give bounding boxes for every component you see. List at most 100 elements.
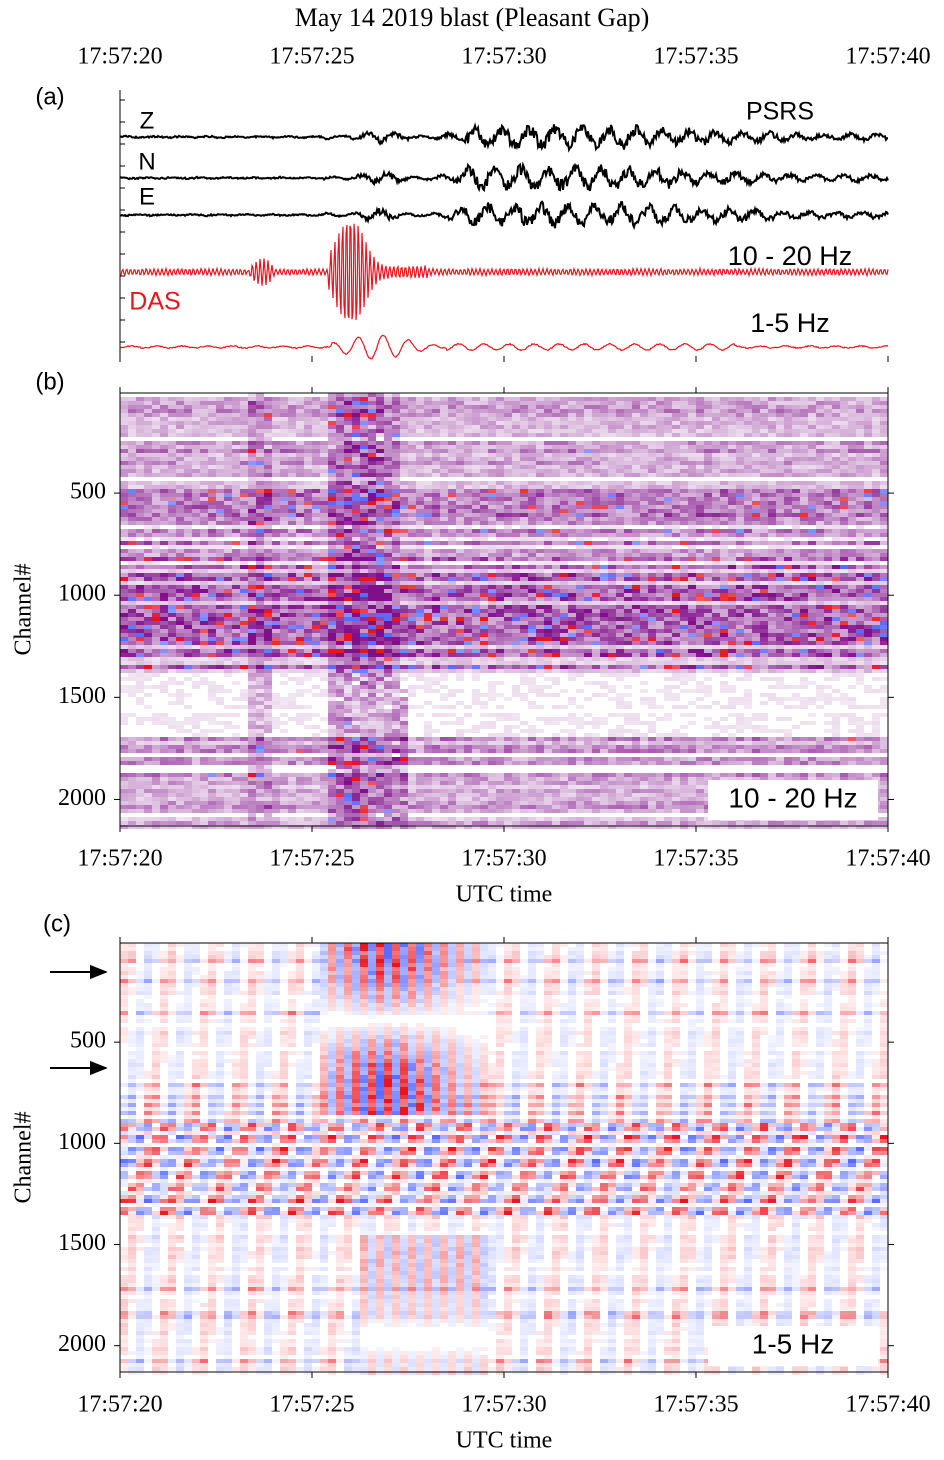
heatmap-cell — [576, 449, 584, 453]
heatmap-cell — [328, 609, 336, 613]
heatmap-cell — [840, 497, 848, 501]
heatmap-cell — [416, 593, 424, 597]
heatmap-cell — [792, 409, 800, 413]
heatmap-cell — [336, 565, 344, 569]
heatmap-cell — [224, 517, 232, 521]
heatmap-cell — [296, 489, 304, 493]
heatmap-cell — [768, 493, 776, 497]
heatmap-cell — [784, 585, 792, 589]
heatmap-cell — [280, 613, 288, 617]
heatmap-cell — [584, 449, 592, 453]
heatmap-cell — [256, 517, 264, 521]
heatmap-cell — [560, 461, 568, 465]
heatmap-cell — [688, 577, 696, 581]
heatmap-cell — [320, 553, 328, 557]
heatmap-cell — [808, 445, 816, 449]
heatmap-cell — [192, 545, 200, 549]
heatmap-cell — [216, 549, 224, 553]
heatmap-cell — [176, 601, 184, 605]
heatmap-cell — [688, 405, 696, 409]
heatmap-cell — [328, 493, 336, 497]
heatmap-cell — [720, 597, 728, 601]
heatmap-cell — [520, 585, 528, 589]
heatmap-cell — [800, 569, 808, 573]
heatmap-cell — [280, 505, 288, 509]
heatmap-cell — [296, 493, 304, 497]
heatmap-cell — [712, 473, 720, 477]
heatmap-cell — [840, 469, 848, 473]
heatmap-cell — [680, 609, 688, 613]
heatmap-cell — [360, 573, 368, 577]
heatmap-cell — [264, 453, 272, 457]
heatmap-cell — [120, 449, 128, 453]
heatmap-cell — [160, 401, 168, 405]
heatmap-cell — [344, 517, 352, 521]
heatmap-cell — [880, 565, 888, 569]
heatmap-cell — [144, 489, 152, 493]
heatmap-cell — [176, 573, 184, 577]
heatmap-cell — [464, 461, 472, 465]
heatmap-cell — [616, 397, 624, 401]
heatmap-cell — [192, 489, 200, 493]
heatmap-cell — [840, 593, 848, 597]
heatmap-cell — [392, 417, 400, 421]
heatmap-cell — [352, 509, 360, 513]
heatmap-cell — [672, 521, 680, 525]
heatmap-cell — [456, 613, 464, 617]
heatmap-cell — [496, 605, 504, 609]
heatmap-cell — [584, 461, 592, 465]
heatmap-cell — [544, 521, 552, 525]
heatmap-cell — [872, 461, 880, 465]
heatmap-cell — [840, 565, 848, 569]
heatmap-cell — [520, 405, 528, 409]
heatmap-cell — [448, 413, 456, 417]
heatmap-cell — [416, 441, 424, 445]
heatmap-cell — [472, 605, 480, 609]
heatmap-cell — [176, 425, 184, 429]
heatmap-cell — [336, 609, 344, 613]
heatmap-cell — [408, 525, 416, 529]
heatmap-cell — [576, 409, 584, 413]
heatmap-cell — [776, 457, 784, 461]
heatmap-cell — [680, 413, 688, 417]
heatmap-cell — [736, 581, 744, 585]
heatmap-cell — [464, 553, 472, 557]
heatmap-cell — [568, 601, 576, 605]
heatmap-cell — [664, 585, 672, 589]
heatmap-cell — [792, 461, 800, 465]
heatmap-cell — [456, 585, 464, 589]
heatmap-cell — [664, 405, 672, 409]
heatmap-cell — [632, 561, 640, 565]
heatmap-cell — [576, 433, 584, 437]
heatmap-cell — [864, 605, 872, 609]
heatmap-cell — [336, 597, 344, 601]
heatmap-cell — [512, 581, 520, 585]
heatmap-cell — [632, 449, 640, 453]
heatmap-cell — [432, 597, 440, 601]
heatmap-cell — [432, 577, 440, 581]
heatmap-cell — [632, 509, 640, 513]
heatmap-cell — [808, 405, 816, 409]
heatmap-cell — [576, 545, 584, 549]
heatmap-cell — [160, 585, 168, 589]
heatmap-cell — [576, 613, 584, 617]
heatmap-cell — [424, 405, 432, 409]
heatmap-cell — [808, 489, 816, 493]
heatmap-cell — [864, 529, 872, 533]
heatmap-cell — [824, 457, 832, 461]
heatmap-cell — [240, 481, 248, 485]
heatmap-cell — [336, 553, 344, 557]
heatmap-cell — [376, 489, 384, 493]
heatmap-cell — [448, 433, 456, 437]
heatmap-cell — [656, 441, 664, 445]
heatmap-cell — [856, 609, 864, 613]
heatmap-cell — [536, 533, 544, 537]
heatmap-cell — [416, 529, 424, 533]
heatmap-cell — [880, 445, 888, 449]
heatmap-cell — [536, 405, 544, 409]
heatmap-cell — [864, 433, 872, 437]
heatmap-cell — [376, 457, 384, 461]
heatmap-cell — [544, 577, 552, 581]
heatmap-cell — [464, 525, 472, 529]
heatmap-cell — [152, 577, 160, 581]
